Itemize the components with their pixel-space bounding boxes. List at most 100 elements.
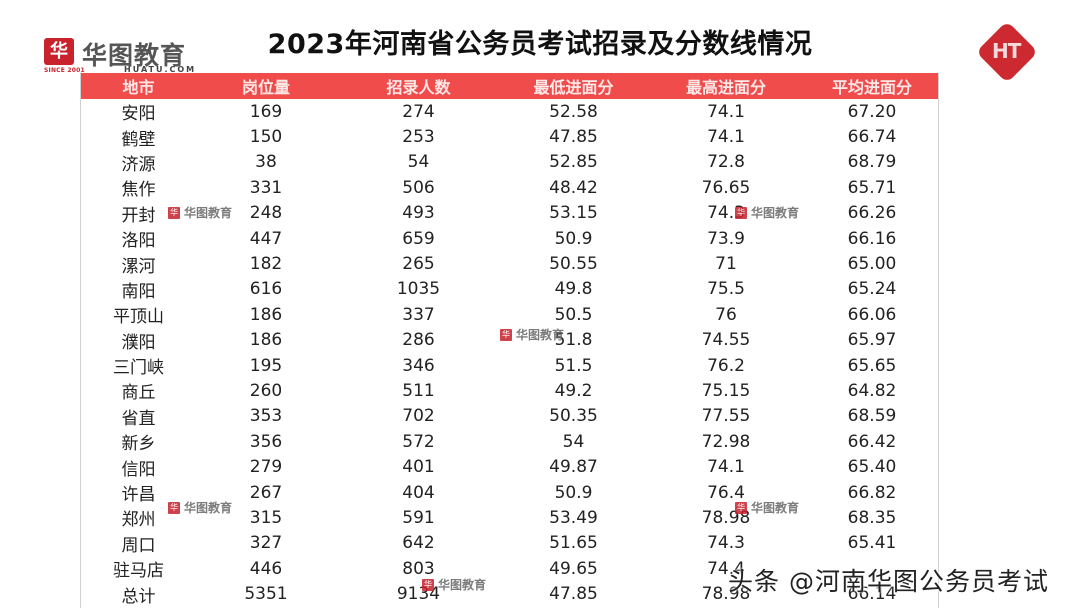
table-cell: 77.55	[701, 406, 751, 427]
table-cell: 三门峡	[113, 358, 164, 379]
table-cell: 356	[249, 431, 283, 452]
table-cell: 66.14	[847, 584, 897, 605]
brand-watermark-text: 华图教育	[516, 328, 565, 342]
table-cell: 76.2	[707, 355, 745, 376]
table-cell: 省直	[121, 408, 156, 429]
column-header: 最低进面分	[533, 78, 614, 97]
table-cell: 52.85	[549, 152, 598, 173]
table-cell: 267	[249, 482, 283, 503]
brand-watermark: 华 华图教育	[500, 326, 564, 343]
table-row: 郑州 315 591 53.49 78.98 68.35	[81, 505, 938, 531]
brand-watermark-text: 华图教育	[184, 501, 233, 515]
table-cell: 漯河	[121, 256, 156, 277]
table-cell: 53.49	[549, 507, 598, 528]
table-cell: 平顶山	[113, 307, 164, 328]
column-header: 招录人数	[386, 78, 451, 97]
table-cell: 许昌	[121, 485, 156, 506]
table-cell: 67.20	[847, 101, 897, 122]
table-cell: 49.87	[549, 457, 598, 478]
table-cell: 51.8	[554, 330, 593, 351]
table-cell: 253	[402, 127, 435, 148]
table-cell: 总计	[121, 586, 156, 607]
table-row: 商丘 260 511 49.2 75.15 64.82	[81, 378, 938, 404]
table-cell: 66.06	[847, 304, 897, 325]
table-cell: 66.42	[847, 431, 897, 452]
table-cell: 331	[249, 177, 283, 198]
table-cell: 1035	[396, 279, 441, 300]
table-cell: 446	[249, 558, 283, 579]
table-cell: 商丘	[121, 383, 156, 404]
table-cell: 248	[249, 203, 283, 224]
table-row: 焦作 331 506 48.42 76.65 65.71	[81, 175, 938, 201]
table-row: 信阳 279 401 49.87 74.1 65.40	[81, 454, 938, 480]
table-cell: 38	[255, 152, 277, 173]
table-cell: 50.9	[554, 228, 593, 249]
table-cell: 274	[402, 101, 435, 122]
table-cell: 5351	[244, 584, 288, 605]
table-cell: 65.00	[847, 254, 897, 275]
table-cell: 新乡	[121, 434, 156, 455]
table-cell: 71	[715, 254, 737, 275]
table-cell: 47.85	[549, 127, 598, 148]
table-cell: 开封	[121, 205, 156, 226]
table-cell: 66.16	[847, 228, 897, 249]
logo-since-text: SINCE 2001	[44, 67, 85, 74]
table-cell: 南阳	[121, 281, 156, 302]
brand-watermark: 华 华图教育	[735, 204, 799, 221]
table-row: 许昌 267 404 50.9 76.4 66.82	[81, 480, 938, 506]
table-cell: 64.82	[847, 380, 897, 401]
brand-watermark: 华 华图教育	[168, 499, 232, 516]
table-cell: 65.41	[847, 533, 897, 554]
table-row: 南阳 616 1035 49.8 75.5 65.24	[81, 277, 938, 302]
table-cell: 洛阳	[121, 231, 156, 252]
table-cell: 53.15	[549, 203, 598, 224]
table-cell: 65.40	[847, 457, 897, 478]
table-cell: 安阳	[121, 104, 156, 125]
table-cell: 51.5	[554, 355, 593, 376]
table-row: 新乡 356 572 54 72.98 66.42	[81, 429, 938, 455]
table-cell: 279	[249, 457, 283, 478]
table-cell: 76.4	[707, 482, 745, 503]
column-header: 最高进面分	[685, 78, 766, 97]
table-cell: 65.24	[847, 279, 897, 300]
brand-watermark-text: 华图教育	[751, 206, 800, 220]
table-cell: 驻马店	[113, 561, 164, 582]
table-cell: 48.42	[549, 177, 598, 198]
table-cell: 54	[407, 152, 430, 173]
table-cell: 186	[249, 304, 283, 325]
huatu-logo: 华 SINCE 2001 华图教育 HUATU.COM	[44, 38, 194, 78]
table-cell: 74.4	[707, 558, 745, 579]
table-cell: 济源	[121, 154, 156, 175]
table-cell: 72.98	[701, 431, 751, 452]
table-cell: 51.65	[549, 533, 598, 554]
table-cell: 260	[249, 380, 283, 401]
table-cell: 74.1	[707, 101, 745, 122]
brand-watermark-text: 华图教育	[184, 206, 233, 220]
table-cell: 182	[249, 254, 283, 275]
table-cell: 76	[715, 304, 737, 325]
table-cell: 濮阳	[121, 332, 156, 353]
table-row: 漯河 182 265 50.55 71 65.00	[81, 251, 938, 277]
table-cell: 265	[402, 254, 435, 275]
footer-watermark: 头条 @河南华图公务员考试	[728, 567, 1049, 596]
column-header: 岗位量	[241, 78, 290, 97]
brand-watermark-icon: 华	[422, 578, 434, 591]
table-cell: 75.15	[701, 380, 751, 401]
table-cell: 78.98	[701, 584, 751, 605]
brand-watermark-icon: 华	[500, 328, 512, 341]
table-cell: 591	[402, 507, 435, 528]
table-cell: 66.74	[847, 127, 897, 148]
brand-watermark-text: 华图教育	[438, 578, 487, 592]
table-row: 鹤壁 150 253 47.85 74.1 66.74	[81, 124, 938, 150]
table-row: 平顶山 186 337 50.5 76 66.06	[81, 302, 938, 328]
table-row: 省直 353 702 50.35 77.55 68.59	[81, 404, 938, 429]
table-cell: 65.97	[847, 330, 897, 351]
table-row: 济源 38 54 52.85 72.8 68.79	[81, 150, 938, 175]
table-cell: 鹤壁	[121, 129, 156, 150]
brand-watermark-icon: 华	[735, 501, 747, 514]
brand-watermark-icon: 华	[168, 206, 180, 219]
table-cell: 169	[249, 101, 283, 122]
table-cell: 346	[402, 355, 435, 376]
logo-brand-url: HUATU.COM	[124, 65, 197, 74]
table-cell: 286	[402, 330, 435, 351]
